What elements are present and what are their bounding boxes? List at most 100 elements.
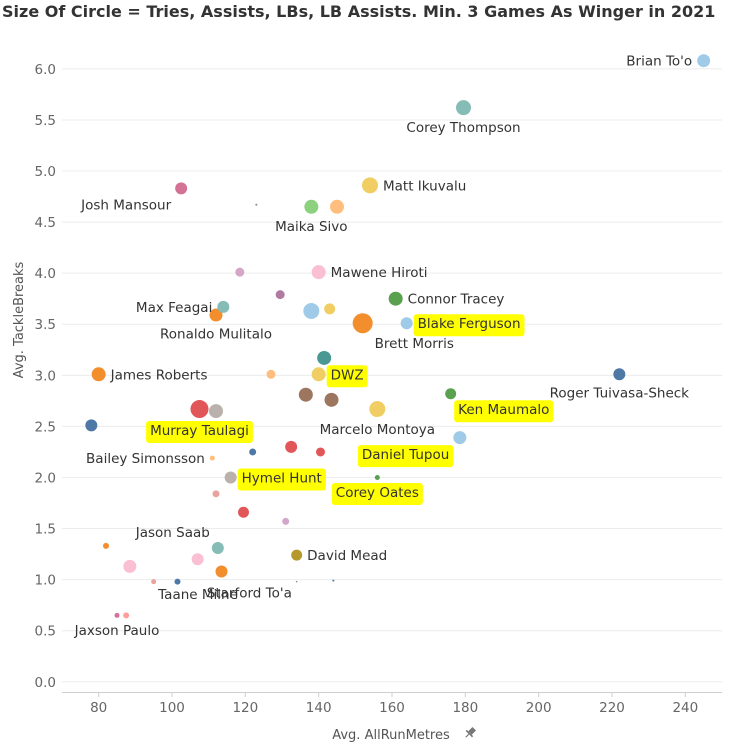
y-tick-label: 1.0	[35, 573, 56, 589]
scatter-point[interactable]	[224, 471, 237, 484]
scatter-point[interactable]	[211, 541, 224, 554]
scatter-point[interactable]	[91, 367, 106, 382]
scatter-point[interactable]	[613, 368, 626, 381]
scatter-point[interactable]	[324, 303, 336, 315]
scatter-point[interactable]	[123, 559, 137, 573]
scatter-point[interactable]	[282, 517, 290, 525]
y-tick-label: 0.5	[35, 624, 56, 640]
point-label: Corey Oates	[336, 485, 419, 501]
label-highlight	[146, 421, 253, 444]
gridlines	[62, 68, 722, 683]
point-label: Daniel Tupou	[362, 447, 449, 463]
x-axis-title-group: Avg. AllRunMetres	[332, 726, 477, 743]
point-label: Hymel Hunt	[242, 470, 322, 486]
scatter-point[interactable]	[369, 401, 386, 418]
scatter-point[interactable]	[209, 308, 223, 322]
scatter-point[interactable]	[191, 553, 204, 566]
scatter-point[interactable]	[217, 300, 230, 313]
point-label: Josh Mansour	[80, 197, 171, 213]
point-label: Connor Tracey	[408, 292, 505, 308]
scatter-point[interactable]	[697, 54, 711, 68]
scatter-point[interactable]	[295, 580, 298, 583]
scatter-point[interactable]	[235, 267, 245, 277]
y-tick-label: 0.0	[35, 675, 56, 691]
scatter-point[interactable]	[453, 431, 467, 445]
scatter-point[interactable]	[388, 291, 403, 306]
axes: 0.0 0.5 1.0 1.5 2.0 2.5 3.0 3.5 4.0 4.5 5.0 5.5 6.0 8…	[35, 62, 722, 716]
point-label: Ronaldo Mulitalo	[160, 327, 272, 343]
point-label: DWZ	[331, 367, 364, 383]
point-label: Corey Thompson	[406, 120, 520, 136]
point-label: James Roberts	[110, 367, 208, 383]
x-tick-label: 100	[159, 700, 185, 716]
scatter-point[interactable]	[212, 490, 220, 498]
scatter-point[interactable]	[456, 100, 471, 116]
scatter-point[interactable]	[374, 474, 380, 480]
point-label: Jason Saab	[135, 525, 210, 541]
point-label: Roger Tuivasa-Sheck	[550, 385, 690, 401]
point-label: Ken Maumalo	[458, 402, 549, 418]
scatter-point[interactable]	[103, 542, 109, 549]
scatter-point[interactable]	[174, 578, 181, 585]
label-highlight	[237, 468, 326, 491]
scatter-point[interactable]	[400, 317, 413, 330]
point-label: Brett Morris	[375, 336, 454, 352]
data-points	[85, 54, 711, 619]
scatter-point[interactable]	[123, 612, 130, 619]
point-labels: Brian To'o Corey Thompson Matt Ikuvalu Josh…	[74, 54, 693, 639]
scatter-point[interactable]	[255, 203, 258, 206]
chart-title: Size Of Circle = Tries, Assists, LBs, LB…	[2, 2, 716, 21]
scatter-point[interactable]	[317, 350, 332, 365]
scatter-point[interactable]	[332, 579, 335, 582]
scatter-point[interactable]	[330, 199, 344, 214]
label-highlight	[357, 445, 454, 468]
point-label: Starford To'a	[207, 585, 292, 601]
scatter-point[interactable]	[215, 565, 228, 578]
point-label: Matt Ikuvalu	[383, 178, 466, 194]
scatter-point[interactable]	[238, 506, 249, 518]
point-label: Taane Milne	[157, 587, 238, 603]
label-highlight	[331, 482, 423, 505]
scatter-point[interactable]	[352, 313, 373, 334]
scatter-point[interactable]	[291, 549, 303, 561]
y-axis-title: Avg. TackleBreaks	[12, 261, 27, 378]
scatter-point[interactable]	[298, 387, 313, 402]
scatter-point[interactable]	[445, 388, 457, 400]
point-label: Maika Sivo	[275, 219, 347, 235]
scatter-point[interactable]	[85, 419, 98, 432]
point-label: Bailey Simonsson	[86, 451, 205, 467]
y-tick-label: 4.5	[35, 215, 56, 231]
scatter-point[interactable]	[362, 177, 378, 194]
scatter-point[interactable]	[151, 579, 157, 585]
scatter-point[interactable]	[324, 392, 339, 407]
scatter-point[interactable]	[114, 612, 120, 618]
scatter-point[interactable]	[190, 400, 209, 419]
x-tick-label: 220	[599, 700, 625, 716]
x-tick-label: 180	[452, 700, 478, 716]
scatter-point[interactable]	[209, 404, 223, 419]
scatter-point[interactable]	[303, 302, 320, 319]
scatter-point[interactable]	[175, 182, 188, 195]
x-tick-label: 240	[672, 700, 698, 716]
point-label: Mawene Hiroti	[331, 265, 428, 281]
scatter-point[interactable]	[285, 440, 298, 453]
x-tick-label: 140	[306, 700, 332, 716]
label-highlight	[413, 314, 525, 337]
x-tick-label: 160	[379, 700, 405, 716]
scatter-point[interactable]	[249, 448, 257, 456]
scatter-point[interactable]	[316, 447, 325, 457]
scatter-point[interactable]	[304, 199, 319, 214]
x-tick-label: 120	[232, 700, 258, 716]
scatter-point[interactable]	[311, 265, 326, 280]
scatter-point[interactable]	[311, 367, 326, 382]
y-tick-label: 6.0	[35, 62, 56, 78]
scatter-point[interactable]	[209, 455, 215, 461]
y-tick-label: 3.0	[35, 368, 56, 384]
point-label: Jaxson Paulo	[74, 623, 160, 639]
scatter-point[interactable]	[266, 369, 276, 379]
scatter-point[interactable]	[275, 290, 285, 300]
pin-icon	[465, 726, 477, 738]
y-tick-label: 2.0	[35, 470, 56, 486]
x-tick-label: 80	[90, 700, 107, 716]
